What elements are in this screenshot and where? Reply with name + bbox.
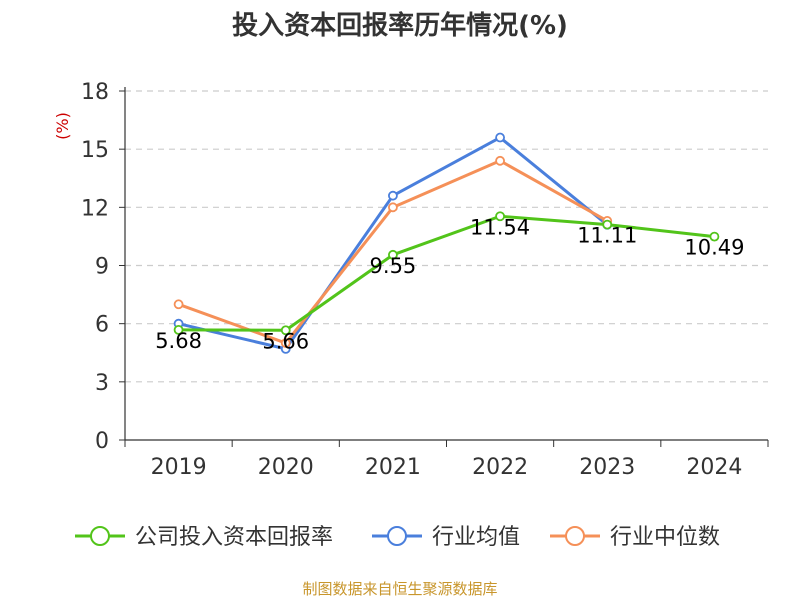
y-tick-label: 0	[95, 429, 109, 454]
x-tick-label: 2021	[365, 455, 421, 480]
x-tick-label: 2020	[258, 455, 314, 480]
data-point	[495, 211, 505, 222]
data-point	[280, 338, 291, 348]
legend: 公司投入资本回报率 行业均值 行业中位数	[75, 525, 720, 550]
data-point	[495, 155, 505, 166]
data-point	[388, 249, 398, 260]
legend-item: 行业中位数	[550, 525, 720, 550]
y-tick-label: 9	[95, 255, 109, 280]
legend-circle-marker	[387, 526, 407, 546]
data-label: 5.66	[262, 329, 309, 353]
legend-item: 公司投入资本回报率	[75, 525, 333, 550]
grid-lines	[125, 90, 768, 383]
x-tick-label: 2024	[686, 455, 742, 480]
chart-title: 投入资本回报率历年情况(%)	[232, 10, 568, 41]
data-label: 10.49	[684, 236, 744, 260]
data-point	[495, 132, 505, 143]
data-point	[388, 202, 398, 213]
data-label: 11.54	[470, 215, 530, 239]
y-tick-label: 12	[81, 196, 109, 221]
data-point	[602, 219, 613, 230]
data-label: 11.11	[577, 224, 637, 248]
y-tick-label: 3	[95, 371, 109, 396]
y-tick-label: 15	[81, 138, 109, 163]
legend-circle-marker	[565, 526, 585, 546]
data-point	[173, 299, 184, 310]
data-point	[280, 325, 291, 336]
series-line	[178, 136, 609, 351]
data-point	[709, 231, 720, 242]
x-tick-label: 2023	[579, 455, 635, 480]
legend-item: 行业均值	[372, 525, 520, 550]
axes: 0 3 6 9 12 15 18 2019 2020 2021 2022 2023 2024	[81, 80, 769, 480]
y-tick-label: 6	[95, 313, 109, 338]
x-tick-label: 2022	[472, 455, 528, 480]
legend-label: 行业中位数	[610, 525, 720, 550]
data-point	[388, 190, 398, 201]
legend-label: 行业均值	[432, 525, 520, 550]
data-point	[173, 324, 184, 335]
data-label: 5.68	[155, 329, 202, 353]
data-labels: 5.68 5.66 9.55 11.54 11.11 10.49	[155, 215, 744, 353]
y-tick-label: 18	[81, 80, 109, 105]
series-line	[178, 214, 715, 332]
legend-label: 公司投入资本回报率	[135, 525, 333, 550]
data-label: 9.55	[370, 254, 417, 278]
series-lines	[173, 132, 720, 354]
legend-circle-marker	[90, 526, 110, 546]
x-tick-label: 2019	[151, 455, 207, 480]
source-note: 制图数据来自恒生聚源数据库	[302, 580, 497, 598]
y-axis-unit-label: (%)	[53, 112, 72, 140]
